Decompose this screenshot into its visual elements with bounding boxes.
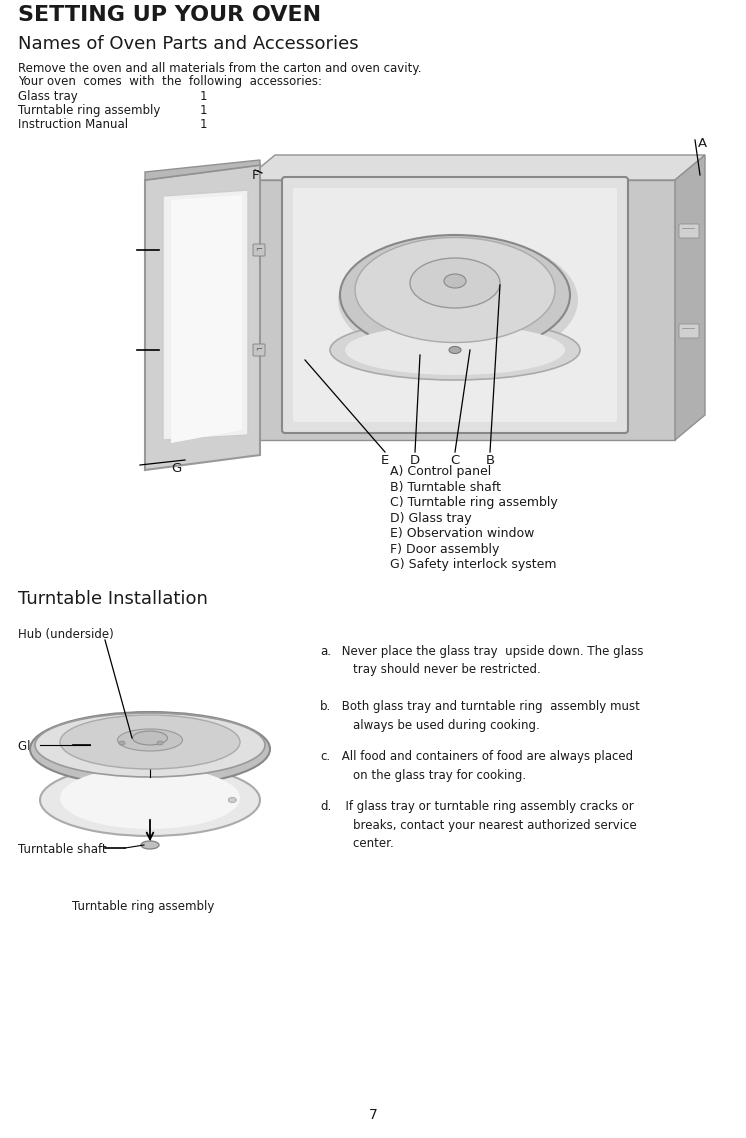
FancyBboxPatch shape bbox=[253, 244, 265, 256]
Text: ⌐: ⌐ bbox=[255, 246, 263, 255]
Text: Your oven  comes  with  the  following  accessories:: Your oven comes with the following acces… bbox=[18, 75, 322, 88]
FancyBboxPatch shape bbox=[679, 324, 699, 338]
FancyBboxPatch shape bbox=[679, 224, 699, 238]
Text: F) Door assembly: F) Door assembly bbox=[390, 543, 499, 555]
Text: 1: 1 bbox=[200, 118, 207, 131]
Ellipse shape bbox=[330, 320, 580, 380]
Polygon shape bbox=[145, 160, 260, 180]
Ellipse shape bbox=[157, 741, 163, 745]
Text: ⌐: ⌐ bbox=[255, 346, 263, 355]
Polygon shape bbox=[675, 155, 705, 440]
FancyBboxPatch shape bbox=[293, 188, 617, 422]
Ellipse shape bbox=[35, 714, 265, 777]
Ellipse shape bbox=[119, 741, 125, 745]
Text: Turntable ring assembly: Turntable ring assembly bbox=[72, 900, 214, 913]
Text: Turntable shaft: Turntable shaft bbox=[18, 843, 107, 856]
Text: 1: 1 bbox=[200, 90, 207, 104]
Text: b.: b. bbox=[320, 700, 331, 714]
Text: D) Glass tray: D) Glass tray bbox=[390, 511, 471, 525]
Ellipse shape bbox=[345, 325, 565, 376]
Ellipse shape bbox=[444, 274, 466, 288]
Text: Remove the oven and all materials from the carton and oven cavity.: Remove the oven and all materials from t… bbox=[18, 61, 421, 75]
Text: 7: 7 bbox=[369, 1108, 377, 1122]
Ellipse shape bbox=[449, 346, 461, 354]
Ellipse shape bbox=[40, 764, 260, 836]
Ellipse shape bbox=[141, 841, 159, 849]
Text: Glass tray: Glass tray bbox=[18, 90, 78, 104]
Text: Hub (underside): Hub (underside) bbox=[18, 628, 113, 641]
Text: All food and containers of food are always placed
    on the glass tray for cook: All food and containers of food are alwa… bbox=[338, 750, 633, 782]
Ellipse shape bbox=[340, 236, 570, 355]
Polygon shape bbox=[163, 190, 248, 440]
Ellipse shape bbox=[355, 238, 555, 343]
Text: C) Turntable ring assembly: C) Turntable ring assembly bbox=[390, 496, 558, 509]
Ellipse shape bbox=[60, 767, 240, 828]
Ellipse shape bbox=[133, 731, 168, 745]
Text: Glass tray: Glass tray bbox=[18, 740, 78, 753]
Text: Both glass tray and turntable ring  assembly must
    always be used during cook: Both glass tray and turntable ring assem… bbox=[338, 700, 640, 732]
Ellipse shape bbox=[228, 798, 236, 802]
Text: Turntable Installation: Turntable Installation bbox=[18, 589, 208, 608]
Ellipse shape bbox=[228, 798, 236, 802]
Ellipse shape bbox=[338, 236, 578, 364]
Text: E: E bbox=[381, 454, 389, 467]
Text: 1: 1 bbox=[200, 104, 207, 117]
FancyBboxPatch shape bbox=[282, 178, 628, 432]
Text: Never place the glass tray  upside down. The glass
    tray should never be rest: Never place the glass tray upside down. … bbox=[338, 645, 644, 676]
Text: If glass tray or turntable ring assembly cracks or
    breaks, contact your near: If glass tray or turntable ring assembly… bbox=[338, 800, 637, 850]
Text: F: F bbox=[251, 170, 259, 182]
Ellipse shape bbox=[30, 712, 270, 786]
Text: G: G bbox=[172, 462, 182, 475]
FancyBboxPatch shape bbox=[253, 344, 265, 356]
Polygon shape bbox=[171, 195, 242, 443]
Text: B: B bbox=[486, 454, 495, 467]
Ellipse shape bbox=[118, 729, 183, 751]
Text: A: A bbox=[698, 137, 707, 150]
Text: a.: a. bbox=[320, 645, 331, 658]
Ellipse shape bbox=[60, 715, 240, 769]
Text: C: C bbox=[451, 454, 460, 467]
Polygon shape bbox=[245, 180, 675, 440]
Text: B) Turntable shaft: B) Turntable shaft bbox=[390, 480, 501, 494]
Text: E) Observation window: E) Observation window bbox=[390, 527, 534, 541]
Text: G) Safety interlock system: G) Safety interlock system bbox=[390, 558, 557, 571]
Text: c.: c. bbox=[320, 750, 330, 762]
Text: D: D bbox=[410, 454, 420, 467]
Text: SETTING UP YOUR OVEN: SETTING UP YOUR OVEN bbox=[18, 5, 321, 25]
Polygon shape bbox=[145, 165, 260, 470]
Text: d.: d. bbox=[320, 800, 331, 813]
Ellipse shape bbox=[410, 258, 500, 308]
Text: Instruction Manual: Instruction Manual bbox=[18, 118, 128, 131]
Text: Turntable ring assembly: Turntable ring assembly bbox=[18, 104, 160, 117]
Text: A) Control panel: A) Control panel bbox=[390, 465, 492, 478]
Polygon shape bbox=[245, 155, 705, 180]
Text: Names of Oven Parts and Accessories: Names of Oven Parts and Accessories bbox=[18, 35, 359, 53]
